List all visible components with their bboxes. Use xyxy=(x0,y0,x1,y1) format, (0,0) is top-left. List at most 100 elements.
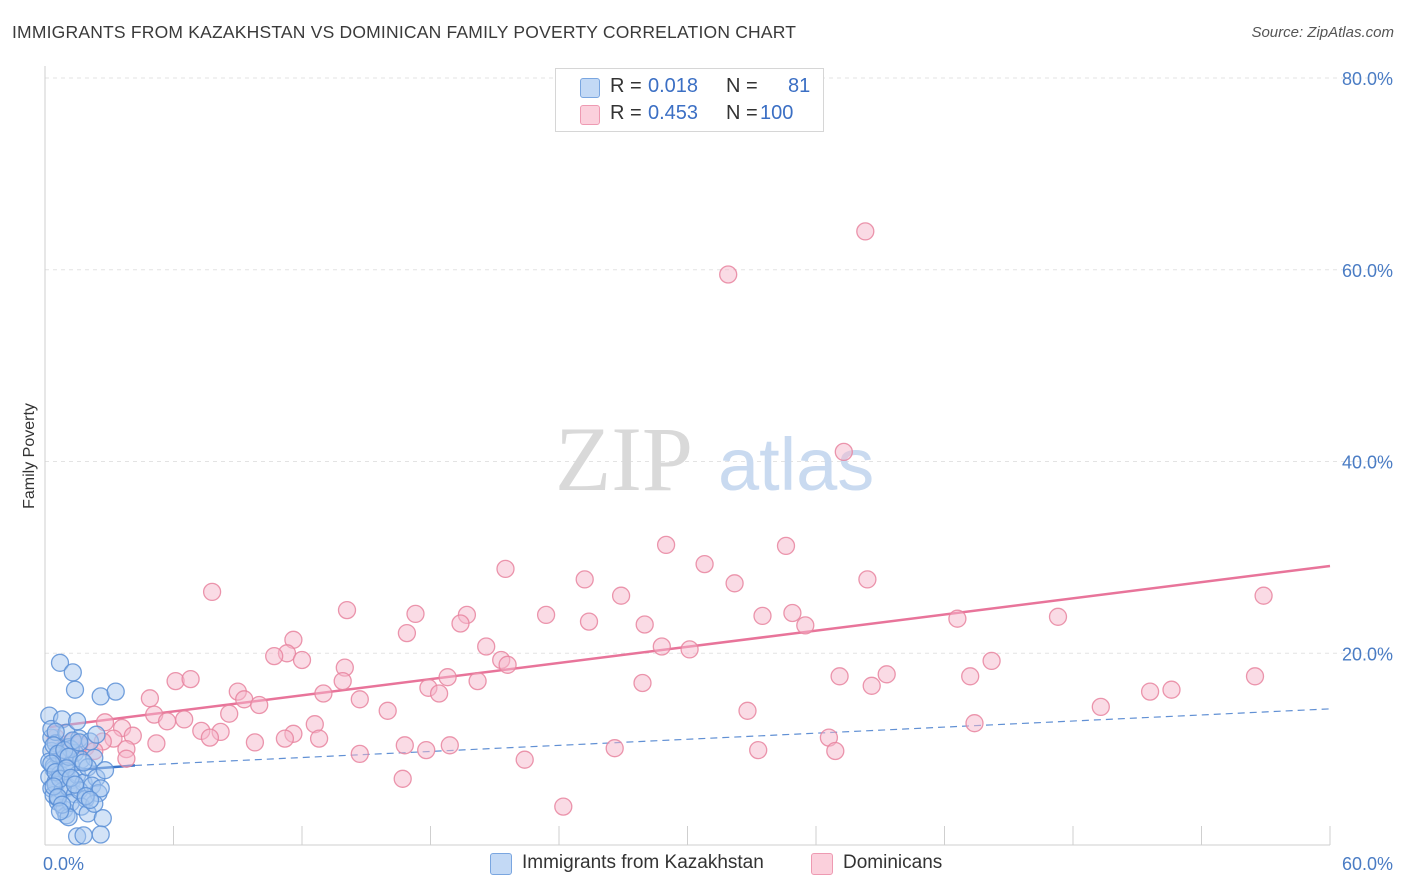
kazakhstan-point xyxy=(50,653,70,672)
dominican-point xyxy=(749,740,768,760)
dominican-point xyxy=(680,640,699,659)
dominican-point xyxy=(350,690,369,709)
kazakhstan-point xyxy=(63,663,82,682)
legend-r-label: R = xyxy=(610,75,642,97)
dominican-point xyxy=(265,646,284,666)
watermark-zip: ZIP xyxy=(555,408,693,510)
y-tick-label: 20.0% xyxy=(1342,644,1393,664)
chart-title: IMMIGRANTS FROM KAZAKHSTAN VS DOMINICAN … xyxy=(12,22,797,42)
legend-r-label: R = xyxy=(610,102,642,124)
legend-swatch-blue xyxy=(580,78,600,98)
dominican-point xyxy=(275,729,295,748)
dominican-point xyxy=(1162,680,1181,699)
dominican-point xyxy=(834,442,853,462)
dominican-point xyxy=(181,669,200,689)
source-credit: Source: ZipAtlas.com xyxy=(1251,24,1394,41)
kazakhstan-trend-dashed xyxy=(134,708,1331,767)
bottom-legend-label: Dominicans xyxy=(843,852,943,873)
dominican-point xyxy=(725,574,744,593)
gridlines xyxy=(45,77,1392,654)
dominican-point xyxy=(783,603,802,623)
dominican-point xyxy=(856,222,875,241)
legend-n-value: 81 xyxy=(788,75,811,97)
dominican-point xyxy=(1254,586,1273,605)
legend-r-value: 0.018 xyxy=(648,75,699,97)
legend-swatch-pink xyxy=(580,105,600,125)
kazakhstan-point xyxy=(95,761,115,780)
legend: R = 0.018 N = 81 R = 0.453 N = 100 xyxy=(555,68,824,132)
bottom-legend-swatch-pink xyxy=(811,853,833,875)
dominican-point xyxy=(309,729,329,748)
dominican-point xyxy=(961,667,980,686)
y-tick-label: 80.0% xyxy=(1342,69,1393,89)
dominican-point xyxy=(515,750,534,769)
dominican-point xyxy=(1048,607,1068,626)
dominican-point xyxy=(1140,682,1160,701)
legend-n-label: N = xyxy=(726,102,758,124)
dominican-point xyxy=(858,570,877,589)
dominican-point xyxy=(200,728,220,747)
dominican-point xyxy=(147,734,166,753)
data-points xyxy=(40,222,1273,846)
legend-n-label: N = xyxy=(726,75,758,97)
legend-r-value: 0.453 xyxy=(648,102,699,124)
kazakhstan-point xyxy=(91,825,110,844)
dominican-point xyxy=(498,655,517,674)
dominican-point xyxy=(429,684,449,703)
dominican-point xyxy=(965,714,984,733)
dominican-point xyxy=(395,736,414,755)
dominican-point xyxy=(982,651,1001,671)
dominican-point xyxy=(337,600,357,620)
kazakhstan-point xyxy=(50,802,70,821)
watermark-atlas: atlas xyxy=(718,423,874,506)
dominican-point xyxy=(496,559,515,579)
axes xyxy=(44,66,1331,846)
dominican-point xyxy=(776,536,796,556)
dominican-point xyxy=(652,637,671,656)
dominican-point xyxy=(605,739,624,758)
dominican-point xyxy=(830,667,849,686)
dominican-point xyxy=(175,710,194,729)
dominican-point xyxy=(719,265,738,284)
legend-n-value: 100 xyxy=(760,102,794,124)
dominican-point xyxy=(393,769,412,788)
x-tick-label: 60.0% xyxy=(1342,854,1393,874)
dominican-point xyxy=(220,704,239,723)
dominican-point xyxy=(633,673,652,693)
y-axis-label: Family Poverty xyxy=(21,403,38,509)
dominican-point xyxy=(656,535,676,555)
dominican-point xyxy=(157,712,177,731)
dominican-point xyxy=(554,797,573,816)
dominican-point xyxy=(140,689,160,708)
dominican-point xyxy=(95,713,115,732)
y-tick-label: 60.0% xyxy=(1342,261,1393,281)
dominican-point xyxy=(753,606,772,626)
dominican-point xyxy=(451,614,470,633)
dominican-point xyxy=(166,671,185,691)
dominican-point xyxy=(796,616,815,635)
dominican-point xyxy=(117,749,136,768)
bottom-legend-label: Immigrants from Kazakhstan xyxy=(522,852,764,873)
dominican-point xyxy=(877,665,896,684)
dominican-point xyxy=(417,740,436,760)
dominican-point xyxy=(378,701,397,720)
dominican-point xyxy=(948,609,967,628)
kazakhstan-point xyxy=(80,790,100,810)
dominican-point xyxy=(575,570,594,589)
kazakhstan-point xyxy=(70,733,89,752)
kazakhstan-point xyxy=(74,826,93,845)
kazakhstan-point xyxy=(74,753,93,772)
kazakhstan-point xyxy=(106,682,125,701)
y-tick-label: 40.0% xyxy=(1342,453,1393,473)
dominican-point xyxy=(536,605,556,625)
trend-lines xyxy=(47,564,1331,774)
dominican-point xyxy=(468,671,487,691)
dominican-point xyxy=(738,701,757,720)
dominican-point xyxy=(438,668,457,687)
bottom-legend-swatch-blue xyxy=(490,853,512,875)
kazakhstan-point xyxy=(87,725,106,744)
kazakhstan-point xyxy=(65,775,85,794)
dominican-point xyxy=(862,676,881,695)
kazakhstan-point xyxy=(67,712,87,731)
